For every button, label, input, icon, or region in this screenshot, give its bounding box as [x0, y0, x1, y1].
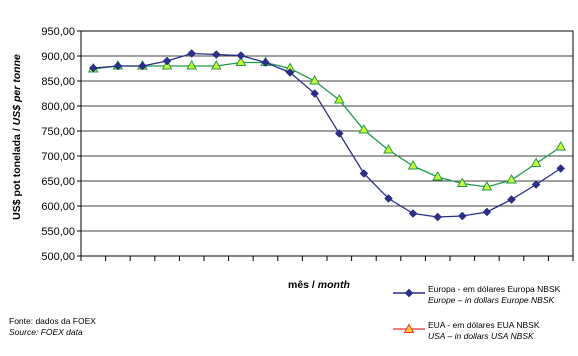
data-point-europe [187, 49, 197, 58]
data-point-europe [384, 194, 393, 203]
x-axis-label-pt: mês [288, 279, 310, 291]
data-point-usa [186, 59, 198, 70]
x-axis-label-en: month [317, 279, 350, 291]
legend-item-europe: Europa - em dólares Europa NBSK Europe –… [392, 284, 574, 311]
y-tick-label: 900,00 [41, 51, 75, 63]
plot-area [80, 30, 574, 257]
y-tick-label: 600,00 [41, 201, 75, 213]
series-layer [87, 49, 567, 222]
y-tick-label: 650,00 [41, 176, 75, 188]
data-point-europe [113, 61, 123, 71]
data-point-europe [359, 169, 369, 178]
data-point-europe [433, 212, 443, 222]
data-point-europe [236, 51, 246, 60]
y-axis-label-pt: US$ pot tonelada [11, 134, 23, 220]
y-tick-label: 700,00 [41, 151, 75, 163]
data-point-usa [407, 159, 419, 170]
y-tick-label: 750,00 [41, 126, 75, 138]
y-tick-label: 800,00 [41, 101, 75, 113]
legend-item-usa: EUA - em dólares EUA NBSK USA – in dolla… [392, 320, 574, 347]
y-axis-label-en: US$ per tonne [11, 54, 23, 126]
data-point-usa [555, 140, 567, 151]
y-tick-label: 500,00 [41, 251, 75, 263]
data-point-europe [88, 63, 98, 73]
legend-label-europe-en: Europe – in dollars Europe NBSK [428, 295, 555, 305]
data-point-europe [531, 180, 541, 189]
legend-key-europe [393, 288, 425, 298]
legend-label-usa-pt: EUA - em dólares EUA NBSK [428, 320, 540, 330]
data-point-europe [285, 68, 295, 77]
legend: Europa - em dólares Europa NBSK Europe –… [392, 284, 574, 356]
series-line-usa [93, 61, 562, 188]
data-point-europe [334, 129, 344, 138]
legend-label-europe-pt: Europa - em dólares Europa NBSK [428, 284, 561, 294]
data-point-europe [211, 50, 221, 59]
data-point-europe [482, 207, 492, 217]
y-tick-label: 950,00 [41, 26, 75, 38]
data-point-usa [358, 123, 370, 134]
y-tick-label: 550,00 [41, 226, 75, 238]
data-point-usa [432, 170, 444, 181]
line-chart: 950,00 900,00 850,00 800,00 750,00 700,00 650,… [41, 26, 574, 263]
legend-key-usa [393, 323, 425, 333]
data-point-usa [309, 74, 321, 85]
data-point-europe [457, 211, 467, 221]
data-point-europe [162, 56, 172, 66]
y-tick-label: 850,00 [41, 76, 75, 88]
data-point-usa [506, 173, 517, 184]
data-point-europe [408, 209, 418, 218]
data-point-usa [235, 56, 247, 66]
data-point-europe [261, 58, 270, 67]
legend-label-usa-en: USA – in dollars USA NBSK [428, 331, 534, 341]
source-pt: Fonte: dados da FOEX [9, 316, 96, 326]
source-note: Fonte: dados da FOEX Source: FOEX data [9, 316, 96, 338]
data-point-usa [456, 177, 468, 187]
data-point-usa [333, 93, 345, 104]
y-axis-label: US$ pot tonelada / US$ per tonne [11, 54, 23, 220]
data-point-europe [310, 89, 320, 98]
data-point-usa [530, 157, 542, 167]
data-point-europe [138, 61, 147, 71]
data-point-usa [481, 180, 493, 191]
data-point-usa [210, 59, 222, 70]
x-axis-label: mês / month [288, 279, 350, 291]
series-line-europe [93, 52, 562, 218]
gridlines [81, 55, 573, 232]
data-point-europe [507, 195, 516, 204]
axis-ticks: 950,00 900,00 850,00 800,00 750,00 700,00 650,… [41, 26, 574, 263]
data-point-europe [556, 164, 566, 173]
data-point-usa [383, 143, 394, 154]
source-en: Source: FOEX data [9, 327, 83, 337]
